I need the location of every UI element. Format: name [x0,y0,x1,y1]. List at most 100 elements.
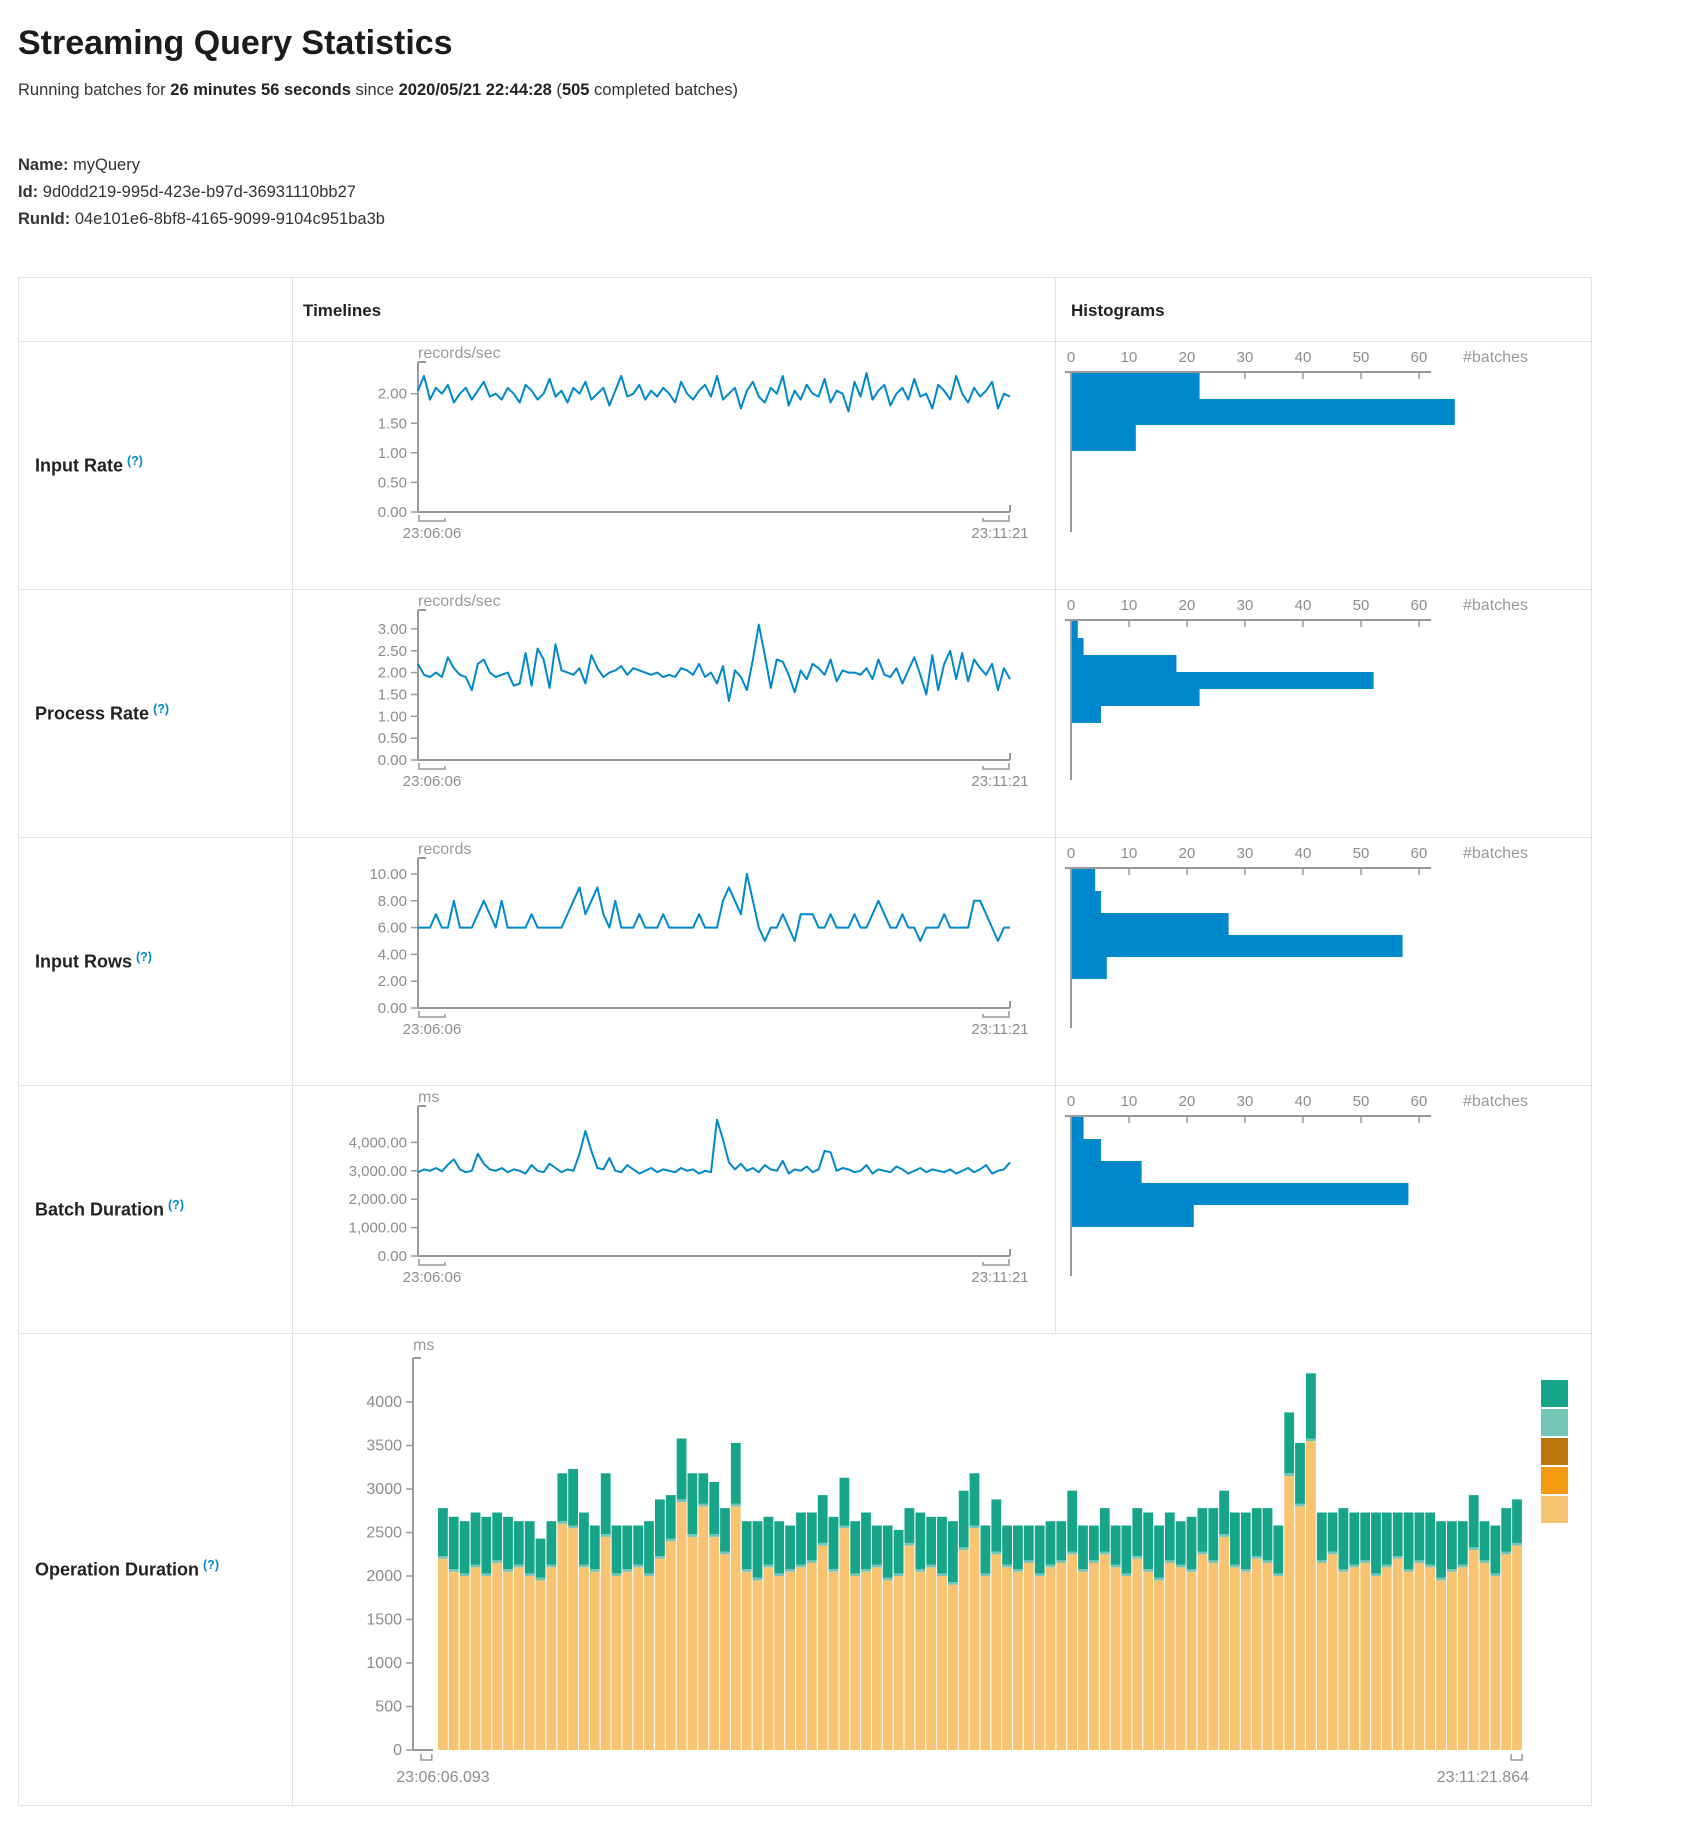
svg-text:60: 60 [1411,1093,1428,1110]
query-id-label: Id: [18,183,39,201]
svg-text:3000: 3000 [366,1481,402,1498]
svg-text:2.00: 2.00 [378,386,407,403]
legend-swatch [1541,1467,1568,1494]
statistics-table: Timelines Histograms Input Rate (?) recor… [18,277,1592,1806]
svg-text:#batches: #batches [1463,1093,1528,1110]
svg-text:20: 20 [1179,349,1196,366]
svg-text:40: 40 [1295,1093,1312,1110]
svg-text:50: 50 [1353,845,1370,862]
svg-text:1000: 1000 [366,1655,402,1672]
help-icon[interactable]: (?) [203,1558,219,1573]
completed-suffix: completed batches) [589,81,739,99]
svg-text:#batches: #batches [1463,845,1528,862]
svg-text:0.00: 0.00 [378,1000,407,1017]
svg-text:20: 20 [1179,1093,1196,1110]
svg-text:#batches: #batches [1463,349,1528,366]
svg-text:1.50: 1.50 [378,415,407,432]
input-rows-timeline-chart: records 0.00 2.00 4.00 6.00 8.00 10.00 23:06:06… [294,839,1055,1077]
svg-text:8.00: 8.00 [378,893,407,910]
svg-text:1.50: 1.50 [378,687,407,704]
svg-text:0: 0 [1067,1093,1075,1110]
svg-text:1500: 1500 [366,1612,402,1629]
svg-text:2.00: 2.00 [378,973,407,990]
svg-text:60: 60 [1411,845,1428,862]
svg-text:2.00: 2.00 [378,665,407,682]
svg-text:10: 10 [1121,349,1138,366]
svg-text:23:11:21.864: 23:11:21.864 [1437,1769,1529,1786]
svg-text:10: 10 [1121,597,1138,614]
svg-text:500: 500 [375,1699,402,1716]
svg-text:0.00: 0.00 [378,1248,407,1265]
query-name-value: myQuery [73,156,140,174]
input-rate-timeline-chart: records/sec 0.00 0.50 1.00 1.50 2.00 23:06:06 2… [294,343,1055,581]
help-icon[interactable]: (?) [127,454,143,469]
input-rows-row: Input Rows (?) records 0.00 2.00 4.00 6.00 8.0… [18,837,1592,1086]
svg-text:2,000.00: 2,000.00 [349,1191,407,1208]
svg-text:0.00: 0.00 [378,504,407,521]
operation-duration-row: Operation Duration (?) ms 0 500 1000 1500 2000… [18,1333,1592,1806]
svg-text:50: 50 [1353,1093,1370,1110]
table-header-row: Timelines Histograms [18,277,1592,342]
row-label-input-rows: Input Rows [35,951,132,972]
running-prefix: Running batches for [18,81,171,99]
completed-count: 505 [561,81,590,99]
svg-text:23:06:06.093: 23:06:06.093 [396,1769,490,1786]
help-icon[interactable]: (?) [136,950,152,965]
svg-text:20: 20 [1179,845,1196,862]
svg-text:1,000.00: 1,000.00 [349,1220,407,1237]
svg-text:0: 0 [1067,845,1075,862]
help-icon[interactable]: (?) [168,1198,184,1213]
process-rate-histogram-chart: 0 10 20 30 40 50 60 #batches [1057,591,1591,829]
batch-duration-timeline-chart: ms 0.00 1,000.00 2,000.00 3,000.00 4,000.00 23… [294,1087,1055,1325]
svg-text:0.50: 0.50 [378,474,407,491]
start-timestamp: 2020/05/21 22:44:28 [398,81,552,99]
svg-text:23:06:06: 23:06:06 [403,525,461,542]
operation-duration-chart: ms 0 500 1000 1500 2000 2500 3000 3500 4000 23:06:… [294,1335,1591,1803]
row-label-process-rate: Process Rate [35,703,150,724]
svg-text:23:06:06: 23:06:06 [403,1021,461,1038]
help-icon[interactable]: (?) [153,702,170,717]
svg-text:23:11:21: 23:11:21 [971,525,1028,542]
legend-swatch [1541,1409,1568,1436]
svg-text:2.50: 2.50 [378,643,407,660]
query-id-line: Id: 9d0dd219-995d-423e-b97d-36931110bb27 [18,179,1691,206]
svg-text:23:06:06: 23:06:06 [403,1269,461,1286]
svg-text:#batches: #batches [1463,597,1528,614]
svg-text:23:11:21: 23:11:21 [971,1021,1028,1038]
svg-text:23:11:21: 23:11:21 [971,1269,1028,1286]
svg-text:4.00: 4.00 [378,946,407,963]
legend-swatch [1541,1496,1568,1523]
svg-text:50: 50 [1353,597,1370,614]
svg-text:60: 60 [1411,597,1428,614]
svg-text:records/sec: records/sec [418,593,501,610]
batch-duration-histogram-chart: 0 10 20 30 40 50 60 #batches [1057,1087,1591,1325]
svg-text:2500: 2500 [366,1525,402,1542]
batch-duration-row: Batch Duration (?) ms 0.00 1,000.00 2,000.00… [18,1085,1592,1334]
svg-text:30: 30 [1237,1093,1254,1110]
completed-open: ( [551,81,562,99]
corner-cell [18,277,293,342]
row-label-operation-duration: Operation Duration [35,1559,200,1580]
svg-text:30: 30 [1237,597,1254,614]
svg-text:4000: 4000 [366,1394,402,1411]
process-rate-row: Process Rate (?) records/sec 0.00 0.50 1.00 1… [18,589,1592,838]
legend-swatch [1541,1438,1568,1465]
svg-text:10: 10 [1121,845,1138,862]
svg-text:23:11:21: 23:11:21 [971,773,1028,790]
svg-text:ms: ms [418,1089,439,1106]
svg-text:10: 10 [1121,1093,1138,1110]
svg-text:1.00: 1.00 [378,708,407,725]
svg-text:3500: 3500 [366,1438,402,1455]
running-duration: 26 minutes 56 seconds [170,81,351,99]
svg-text:records: records [418,841,471,858]
svg-text:50: 50 [1353,349,1370,366]
svg-text:30: 30 [1237,349,1254,366]
svg-text:0.00: 0.00 [378,752,407,769]
svg-text:60: 60 [1411,349,1428,366]
query-name-line: Name: myQuery [18,152,1691,179]
page-title: Streaming Query Statistics [18,24,453,62]
svg-text:6.00: 6.00 [378,920,407,937]
svg-text:0: 0 [393,1742,402,1759]
histograms-header: Histograms [1055,277,1592,342]
